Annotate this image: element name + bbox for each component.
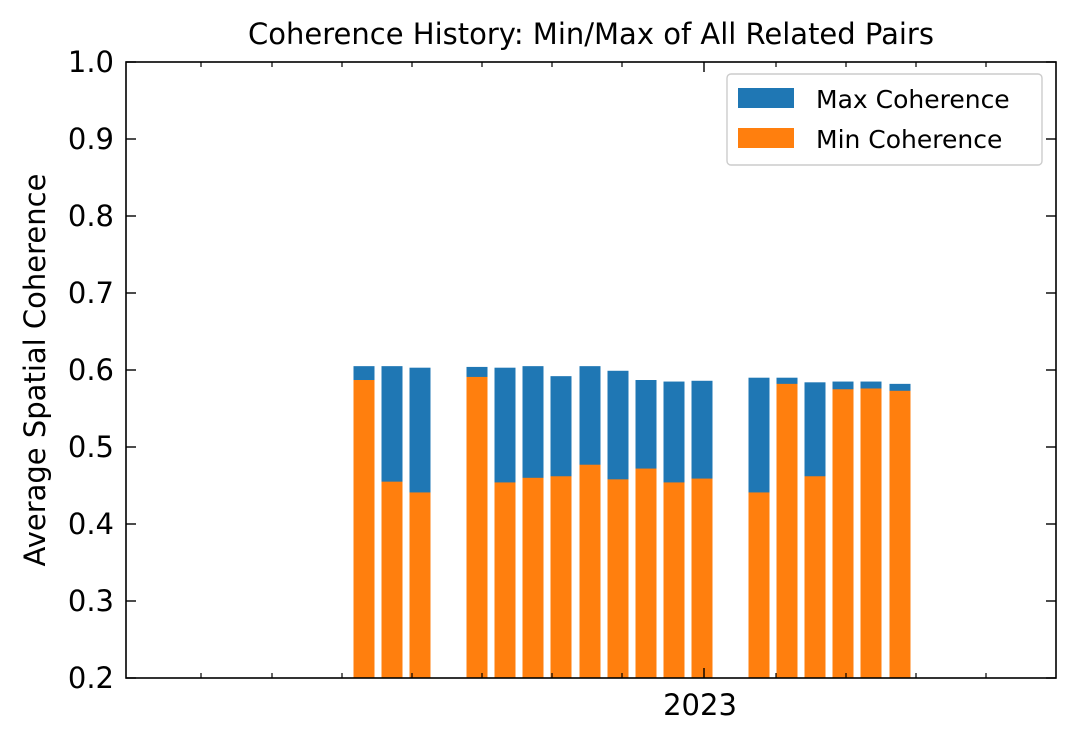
min-coherence-bar bbox=[579, 464, 601, 678]
min-coherence-bar bbox=[522, 477, 544, 678]
min-coherence-bar bbox=[635, 468, 657, 678]
y-tick-label: 0.5 bbox=[68, 430, 114, 464]
legend-swatch bbox=[738, 88, 794, 108]
min-coherence-bar bbox=[663, 482, 685, 678]
min-coherence-bar bbox=[748, 492, 770, 678]
legend-label: Min Coherence bbox=[816, 125, 1002, 154]
y-axis-label: Average Spatial Coherence bbox=[18, 174, 52, 567]
min-coherence-bar bbox=[381, 481, 403, 678]
min-coherence-bar bbox=[832, 389, 854, 678]
legend-label: Max Coherence bbox=[816, 85, 1010, 114]
y-tick-label: 0.9 bbox=[68, 122, 114, 156]
min-coherence-bar bbox=[409, 492, 431, 678]
bars-group bbox=[353, 366, 911, 678]
min-coherence-bar bbox=[494, 482, 516, 678]
min-coherence-bar bbox=[691, 478, 713, 678]
min-coherence-bar bbox=[889, 390, 911, 678]
min-coherence-bar bbox=[550, 476, 572, 678]
min-coherence-bar bbox=[353, 380, 375, 678]
legend-swatch bbox=[738, 128, 794, 148]
x-axis-ticks: 2023 bbox=[200, 62, 987, 722]
plot-frame bbox=[125, 61, 1057, 679]
y-tick-label: 0.2 bbox=[68, 661, 114, 695]
y-tick-label: 0.6 bbox=[68, 353, 114, 387]
min-coherence-bar bbox=[776, 383, 798, 678]
chart-title: Coherence History: Min/Max of All Relate… bbox=[248, 17, 934, 51]
y-axis-ticks: 0.2 0.3 0.4 0.5 0.6 0.7 0.8 0.9 1.0 bbox=[68, 45, 1056, 695]
y-tick-label: 0.8 bbox=[68, 199, 114, 233]
legend-box bbox=[726, 73, 1043, 166]
min-coherence-bar bbox=[607, 479, 629, 678]
min-coherence-bar bbox=[860, 388, 882, 678]
x-tick-label: 2023 bbox=[663, 688, 737, 722]
y-tick-label: 0.4 bbox=[68, 507, 114, 541]
min-coherence-bar bbox=[804, 476, 826, 678]
min-coherence-bar bbox=[466, 376, 488, 678]
y-tick-label: 0.7 bbox=[68, 276, 114, 310]
y-tick-label: 1.0 bbox=[68, 45, 114, 79]
y-tick-label: 0.3 bbox=[68, 584, 114, 618]
legend: Max Coherence Min Coherence bbox=[726, 73, 1043, 166]
